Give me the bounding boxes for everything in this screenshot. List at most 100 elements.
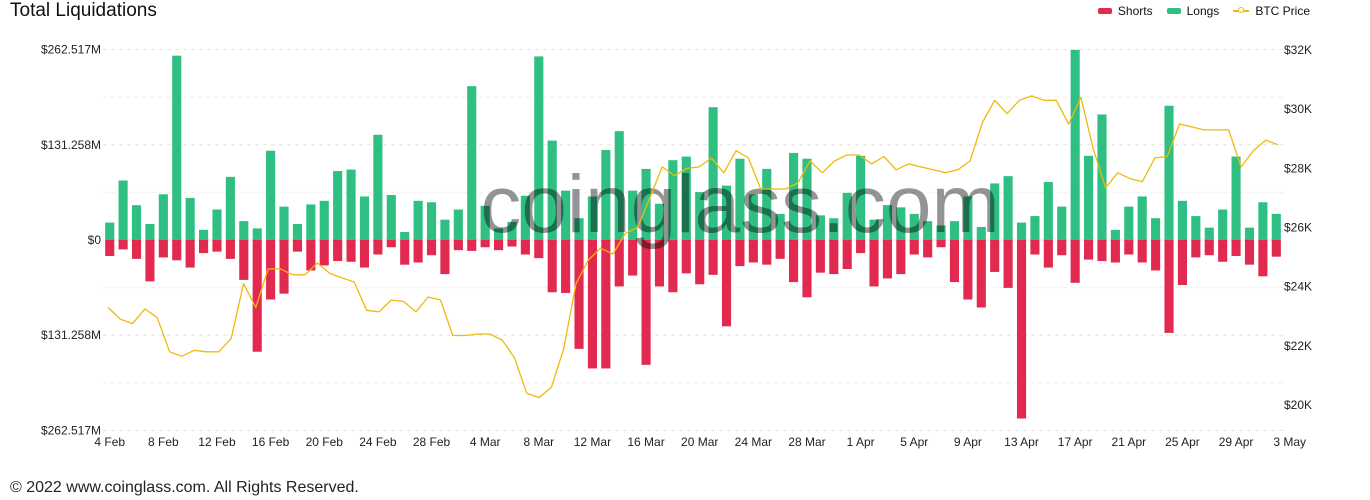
longs-bar <box>949 221 960 240</box>
shorts-bar <box>869 240 879 287</box>
shorts-bar <box>1124 240 1134 255</box>
longs-bar <box>976 226 986 240</box>
longs-bar <box>1218 209 1228 240</box>
longs-bar <box>333 171 343 240</box>
right-axis-tick-label: $26K <box>1284 221 1312 235</box>
longs-bar <box>882 205 892 240</box>
shorts-bar <box>1057 240 1067 256</box>
longs-bar <box>842 192 852 240</box>
longs-bar <box>1164 105 1174 240</box>
shorts-bar <box>628 240 638 276</box>
longs-bar <box>266 150 276 240</box>
left-axis-tick-label: $262.517M <box>41 424 101 438</box>
left-axis-tick-label: $262.517M <box>41 43 101 57</box>
shorts-bar <box>520 240 530 255</box>
x-axis-tick-label: 9 Apr <box>954 435 982 449</box>
longs-bar <box>413 200 423 240</box>
shorts-bar <box>239 240 249 280</box>
longs-bar <box>1124 206 1134 240</box>
shorts-bar <box>963 240 973 300</box>
longs-bar <box>802 158 812 240</box>
x-axis-tick-label: 3 May <box>1273 435 1306 449</box>
shorts-bar <box>225 240 235 259</box>
btc-price-line <box>107 95 1279 399</box>
shorts-bar <box>386 240 396 248</box>
shorts-bar <box>333 240 343 262</box>
longs-bar <box>789 152 799 240</box>
longs-swatch <box>1166 8 1181 14</box>
shorts-bar <box>574 240 584 349</box>
x-axis-tick-label: 16 Feb <box>252 435 290 449</box>
shorts-bar <box>1177 240 1187 285</box>
shorts-bar <box>266 240 276 300</box>
legend-item-btc-price[interactable]: BTC Price <box>1233 4 1310 18</box>
longs-bar <box>668 160 678 240</box>
shorts-bar <box>936 240 946 248</box>
longs-bar <box>158 194 168 240</box>
longs-bar <box>1231 156 1241 240</box>
right-axis-tick-label: $30K <box>1284 102 1312 116</box>
shorts-bar <box>1231 240 1241 256</box>
shorts-bar <box>949 240 960 283</box>
shorts-bar <box>561 240 571 293</box>
x-axis-tick-label: 5 Apr <box>900 435 928 449</box>
shorts-bar <box>735 240 745 267</box>
right-axis-tick-label: $28K <box>1284 161 1312 175</box>
x-axis-tick-label: 8 Feb <box>148 435 179 449</box>
longs-bar <box>1204 227 1214 240</box>
shorts-bar <box>534 240 544 259</box>
shorts-bar <box>882 240 892 279</box>
shorts-bar <box>279 240 289 294</box>
longs-bar <box>105 222 115 240</box>
longs-bar <box>507 221 517 240</box>
x-axis-tick-label: 4 Mar <box>470 435 501 449</box>
longs-bar <box>172 55 182 240</box>
longs-bar <box>1177 200 1187 240</box>
shorts-bar <box>923 240 933 258</box>
legend-item-shorts[interactable]: Shorts <box>1097 4 1153 18</box>
shorts-bar <box>708 240 718 275</box>
left-axis-tick-label: $131.258M <box>41 138 101 152</box>
shorts-bar <box>212 240 222 252</box>
longs-bar <box>628 190 638 240</box>
shorts-bar <box>1137 240 1147 263</box>
shorts-bar <box>1070 240 1080 283</box>
shorts-bar <box>413 240 423 263</box>
longs-bar <box>346 169 356 240</box>
shorts-bar <box>1244 240 1255 265</box>
longs-bar <box>762 168 772 240</box>
shorts-bar <box>802 240 812 298</box>
longs-bar <box>386 195 396 240</box>
watermark-text: coinglass.com <box>480 159 1000 250</box>
longs-bar <box>252 228 262 240</box>
longs-bar <box>400 232 410 240</box>
shorts-bar <box>762 240 772 265</box>
longs-bar <box>936 225 946 240</box>
shorts-bar <box>1030 240 1040 255</box>
longs-bar <box>239 221 249 240</box>
shorts-bar <box>1043 240 1053 268</box>
shorts-bar <box>306 240 316 271</box>
shorts-bar <box>145 240 155 282</box>
shorts-bar <box>1164 240 1174 333</box>
longs-bar <box>1057 206 1067 240</box>
longs-bar <box>1070 49 1080 241</box>
longs-bar <box>923 221 933 240</box>
shorts-bar <box>1258 240 1268 277</box>
shorts-bar <box>172 240 182 261</box>
legend-item-longs[interactable]: Longs <box>1166 4 1219 18</box>
x-axis-tick-label: 25 Apr <box>1165 435 1200 449</box>
longs-bar <box>735 158 745 240</box>
shorts-bar <box>695 240 705 285</box>
shorts-bar <box>1271 240 1281 257</box>
longs-bar <box>856 155 866 240</box>
longs-bar <box>534 56 544 240</box>
shorts-bar <box>1003 240 1013 288</box>
longs-bar <box>440 219 450 240</box>
shorts-bar <box>721 240 732 327</box>
shorts-bar <box>909 240 919 255</box>
shorts-bar <box>292 240 302 252</box>
longs-bar <box>1137 196 1147 240</box>
x-axis-tick-label: 28 Feb <box>413 435 451 449</box>
shorts-bar <box>748 240 758 263</box>
